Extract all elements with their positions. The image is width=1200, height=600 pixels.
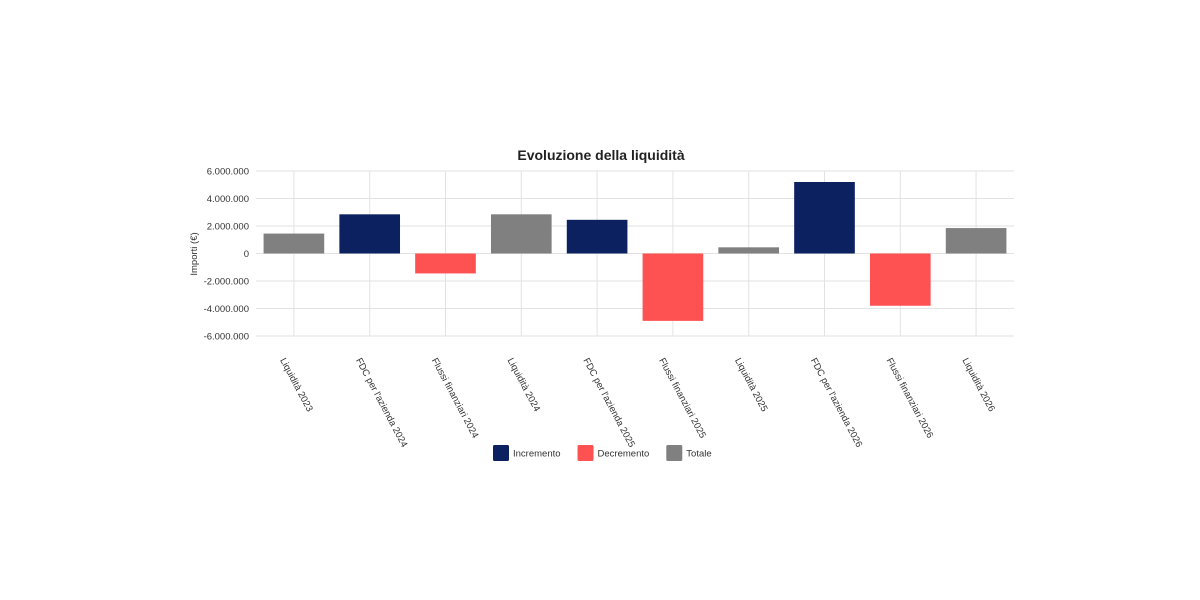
bar-incremento [566, 219, 628, 254]
bar-totale [263, 233, 325, 254]
y-tick-label: 0 [244, 249, 249, 260]
legend-swatch-decremento [577, 445, 594, 461]
x-axis-categories: Liquidità 2023 FDC per l'azienda 2024 Flus… [277, 356, 997, 449]
y-axis-ticks: 6.000.000 4.000.000 2.000.000 0 -2.000.000 -4… [204, 167, 249, 343]
y-tick-label: 6.000.000 [207, 167, 249, 178]
chart-title: Evoluzione della liquidità [517, 147, 684, 163]
bar-totale [718, 247, 780, 254]
legend-label-incremento: Incremento [513, 449, 561, 460]
x-category-label: Liquidità 2024 [505, 356, 542, 413]
legend-label-decremento: Decremento [598, 449, 650, 460]
bar-decremento [642, 253, 704, 321]
x-category-label: Flussi finanziari 2024 [429, 356, 481, 440]
bar-incremento [339, 214, 401, 254]
y-tick-label: -4.000.000 [204, 304, 249, 315]
legend: Incremento Decremento Totale [493, 445, 712, 461]
bars [263, 182, 1007, 321]
y-tick-label: 4.000.000 [207, 194, 249, 205]
x-category-label: Liquidità 2025 [732, 356, 769, 413]
x-category-label: Liquidità 2026 [959, 356, 996, 413]
bar-decremento [869, 253, 931, 306]
x-category-label: FDC per l'azienda 2024 [353, 356, 409, 449]
legend-label-totale: Totale [686, 449, 711, 460]
x-category-label: FDC per l'azienda 2026 [808, 356, 864, 449]
y-tick-label: 2.000.000 [207, 222, 249, 233]
y-tick-label: -6.000.000 [204, 332, 249, 343]
legend-swatch-totale [666, 445, 683, 461]
bar-totale [490, 214, 552, 254]
y-tick-label: -2.000.000 [204, 277, 249, 288]
x-category-label: FDC per l'azienda 2025 [580, 356, 636, 449]
x-category-label: Liquidità 2023 [277, 356, 314, 413]
x-category-label: Flussi finanziari 2026 [884, 356, 936, 440]
bar-incremento [794, 182, 855, 254]
legend-swatch-incremento [493, 445, 509, 461]
bar-totale [945, 228, 1007, 254]
bar-decremento [415, 253, 476, 274]
x-category-label: Flussi finanziari 2025 [656, 356, 708, 440]
y-axis-title: Importi (€) [189, 232, 200, 275]
